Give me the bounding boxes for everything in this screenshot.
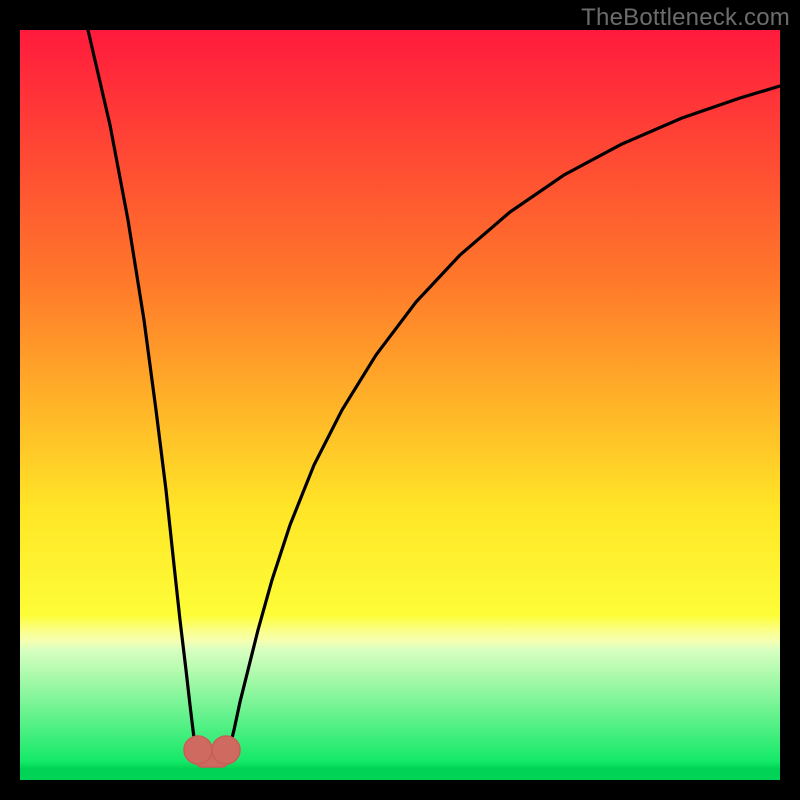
- plot-area: [20, 30, 780, 780]
- watermark-text: TheBottleneck.com: [581, 4, 790, 32]
- bulge-left-lobe: [184, 736, 212, 764]
- bulge-right-lobe: [212, 736, 240, 764]
- chart-container: TheBottleneck.com: [0, 0, 800, 800]
- chart-svg: [20, 30, 780, 780]
- bulge-shape: [184, 736, 240, 767]
- curve-left: [88, 30, 195, 745]
- curve-right: [230, 86, 780, 746]
